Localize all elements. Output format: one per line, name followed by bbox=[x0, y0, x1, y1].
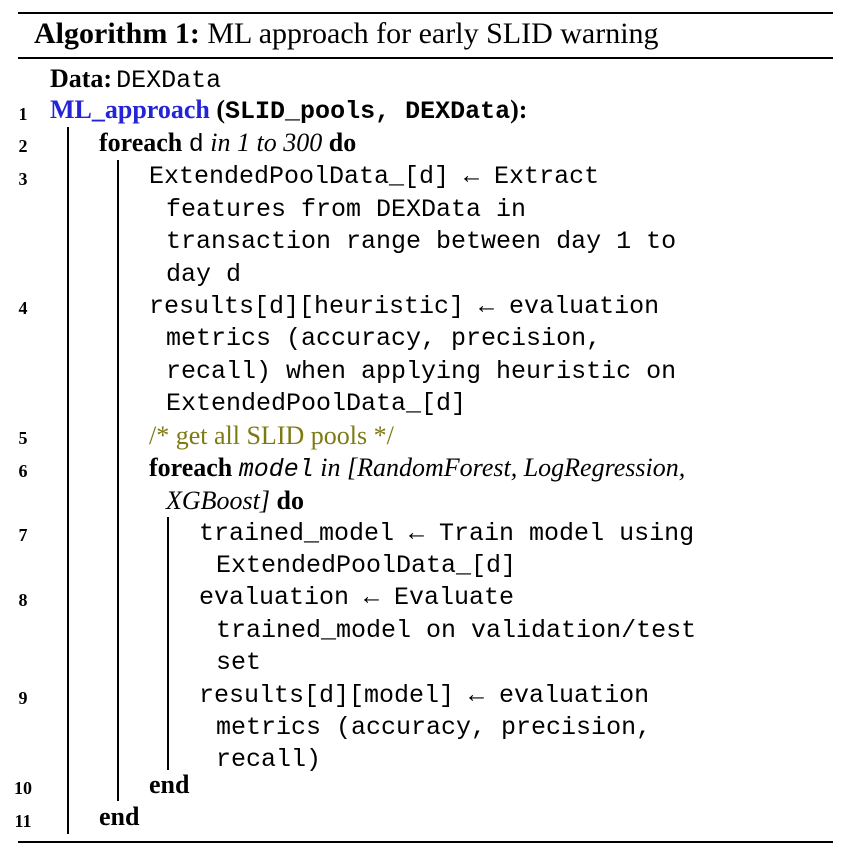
step3-line1: ExtendedPoolData_[d] ← Extract bbox=[149, 162, 600, 191]
title-rule bbox=[18, 57, 833, 59]
algorithm-title: Algorithm 1: ML approach for early SLID … bbox=[34, 17, 659, 51]
procedure-signature: ML_approach (SLID_pools, DEXData): bbox=[50, 95, 528, 126]
step3-line3: transaction range between day 1 to bbox=[166, 227, 677, 256]
step4-line2: metrics (accuracy, precision, bbox=[166, 324, 602, 353]
step8-line2: trained_model on validation/test bbox=[216, 616, 697, 645]
step3-line4: day d bbox=[166, 260, 242, 289]
line-number: 4 bbox=[18, 298, 28, 318]
step9-line2: metrics (accuracy, precision, bbox=[216, 713, 652, 742]
procedure-paren-open: ( bbox=[216, 95, 226, 124]
procedure-paren-close: ): bbox=[510, 95, 528, 124]
model-list: in [RandomForest, LogRegression, bbox=[320, 453, 686, 482]
algorithm-caption: ML approach for early SLID warning bbox=[207, 17, 659, 50]
line-number: 10 bbox=[14, 778, 32, 798]
comment-line: /* get all SLID pools */ bbox=[149, 421, 394, 450]
foreach-model-line: foreach model in [RandomForest, LogRegre… bbox=[149, 453, 686, 484]
line-number: 3 bbox=[18, 169, 28, 189]
foreach-keyword: foreach bbox=[99, 128, 183, 157]
line-number: 5 bbox=[18, 428, 28, 448]
step8-line1: evaluation ← Evaluate bbox=[199, 583, 515, 612]
line-number: 7 bbox=[18, 525, 28, 545]
procedure-arg2: DEXData bbox=[405, 97, 511, 126]
data-value: DEXData bbox=[116, 66, 222, 95]
line-number: 6 bbox=[18, 461, 28, 481]
step9-line3: recall) bbox=[216, 745, 322, 774]
end-inner-keyword: end bbox=[149, 770, 190, 799]
step4-line1: results[d][heuristic] ← evaluation bbox=[149, 292, 660, 321]
do-keyword: do bbox=[276, 486, 304, 515]
step8-line3: set bbox=[216, 648, 262, 677]
loop-range: in 1 to 300 bbox=[210, 128, 323, 157]
algorithm-label: Algorithm 1: bbox=[34, 17, 200, 50]
inner-loop-block-bar bbox=[167, 517, 169, 770]
outer-block-bar bbox=[67, 127, 69, 834]
procedure-sep: , bbox=[375, 97, 406, 126]
procedure-arg1: SLID_pools bbox=[225, 97, 376, 126]
end-outer-keyword: end bbox=[99, 802, 140, 831]
step9-line1: results[d][model] ← evaluation bbox=[199, 681, 650, 710]
step7-line1: trained_model ← Train model using bbox=[199, 519, 695, 548]
loop-variable: d bbox=[188, 130, 204, 159]
bottom-rule bbox=[18, 841, 833, 843]
do-keyword: do bbox=[328, 128, 357, 157]
loop-block-bar bbox=[117, 160, 119, 801]
line-number: 8 bbox=[18, 590, 28, 610]
procedure-name: ML_approach bbox=[50, 95, 210, 124]
foreach-model-line-cont: XGBoost] do bbox=[166, 488, 304, 514]
line-number: 1 bbox=[18, 104, 28, 124]
data-line: Data: DEXData bbox=[50, 64, 222, 95]
foreach-day-line: foreach d in 1 to 300 do bbox=[99, 128, 357, 159]
step4-line4: ExtendedPoolData_[d] bbox=[166, 389, 467, 418]
line-number: 11 bbox=[14, 811, 32, 831]
step7-line2: ExtendedPoolData_[d] bbox=[216, 551, 517, 580]
foreach-keyword: foreach bbox=[149, 453, 233, 482]
model-list-cont: XGBoost] bbox=[166, 486, 270, 515]
step4-line3: recall) when applying heuristic on bbox=[166, 357, 677, 386]
step3-line2: features from DEXData in bbox=[166, 195, 527, 224]
line-number: 9 bbox=[18, 688, 28, 708]
loop-variable: model bbox=[238, 455, 314, 484]
data-keyword: Data: bbox=[50, 64, 113, 93]
top-rule bbox=[18, 12, 833, 14]
line-number: 2 bbox=[18, 136, 28, 156]
